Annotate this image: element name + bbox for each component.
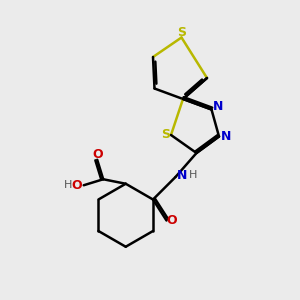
Text: N: N [213, 100, 223, 113]
Text: O: O [92, 148, 103, 161]
Text: S: S [177, 26, 186, 39]
Text: N: N [220, 130, 231, 143]
Text: O: O [72, 179, 83, 192]
Text: H: H [189, 170, 197, 181]
Text: N: N [177, 169, 187, 182]
Text: S: S [161, 128, 170, 142]
Text: O: O [166, 214, 177, 227]
Text: H: H [64, 180, 72, 190]
